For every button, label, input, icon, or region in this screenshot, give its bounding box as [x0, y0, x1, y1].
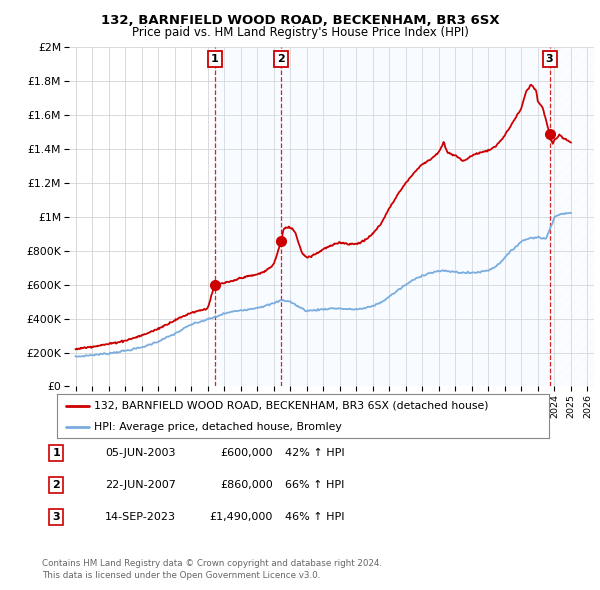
Text: This data is licensed under the Open Government Licence v3.0.: This data is licensed under the Open Gov… [42, 571, 320, 579]
Text: £600,000: £600,000 [220, 448, 273, 458]
Text: 14-SEP-2023: 14-SEP-2023 [105, 512, 176, 522]
Text: £860,000: £860,000 [220, 480, 273, 490]
Text: 46% ↑ HPI: 46% ↑ HPI [285, 512, 344, 522]
Text: 1: 1 [211, 54, 218, 64]
Text: 05-JUN-2003: 05-JUN-2003 [105, 448, 176, 458]
Text: HPI: Average price, detached house, Bromley: HPI: Average price, detached house, Brom… [94, 422, 341, 432]
Text: 2: 2 [53, 480, 60, 490]
Text: 66% ↑ HPI: 66% ↑ HPI [285, 480, 344, 490]
Text: 1: 1 [53, 448, 60, 458]
Text: 3: 3 [53, 512, 60, 522]
Text: Price paid vs. HM Land Registry's House Price Index (HPI): Price paid vs. HM Land Registry's House … [131, 26, 469, 39]
Text: 2: 2 [278, 54, 286, 64]
Text: 132, BARNFIELD WOOD ROAD, BECKENHAM, BR3 6SX: 132, BARNFIELD WOOD ROAD, BECKENHAM, BR3… [101, 14, 499, 27]
Text: £1,490,000: £1,490,000 [209, 512, 273, 522]
Text: 42% ↑ HPI: 42% ↑ HPI [285, 448, 344, 458]
Text: 22-JUN-2007: 22-JUN-2007 [105, 480, 176, 490]
Bar [550, 47, 594, 386]
Text: 3: 3 [546, 54, 553, 64]
Text: Contains HM Land Registry data © Crown copyright and database right 2024.: Contains HM Land Registry data © Crown c… [42, 559, 382, 568]
Bar [281, 47, 550, 386]
Text: 132, BARNFIELD WOOD ROAD, BECKENHAM, BR3 6SX (detached house): 132, BARNFIELD WOOD ROAD, BECKENHAM, BR3… [94, 401, 488, 411]
Bar [215, 47, 281, 386]
